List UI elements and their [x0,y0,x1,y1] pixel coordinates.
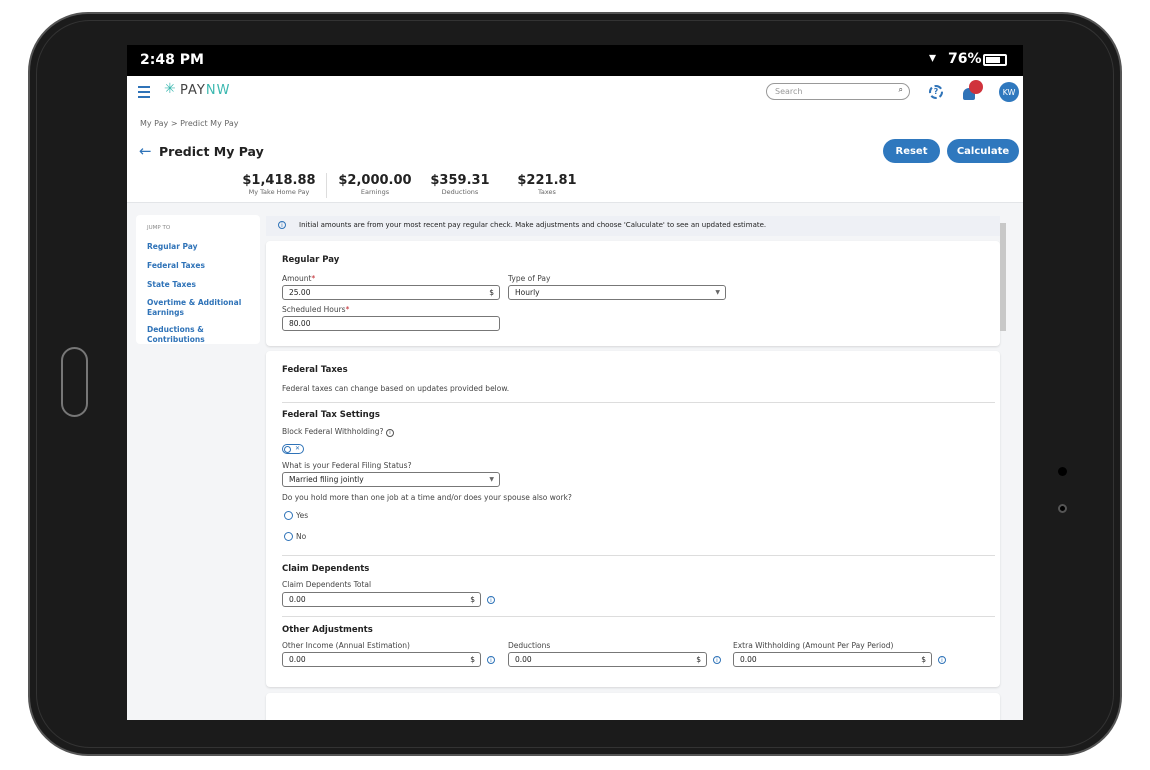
sidebar-item-regular-pay[interactable]: Regular Pay [147,242,198,251]
next-section-card [266,693,1000,720]
extra-withholding-input[interactable]: 0.00 $ [733,652,932,667]
status-bar: 2:48 PM ▾ 76% [127,45,1023,76]
search-input[interactable]: Search ⌕ [766,83,910,100]
jump-to-sidebar: JUMP TO Regular Pay Federal Taxes State … [136,215,260,344]
hours-label: Scheduled Hours* [282,305,350,314]
yes-radio[interactable] [284,511,293,520]
search-icon: ⌕ [898,85,903,94]
clock: 2:48 PM [140,52,204,68]
info-icon[interactable]: i [487,656,495,664]
federal-taxes-card: Federal Taxes Federal taxes can change b… [266,351,1000,687]
notification-badge [969,80,983,94]
logo-icon: ✳ [164,81,176,97]
home-button[interactable] [61,347,88,417]
breadcrumb[interactable]: My Pay > Predict My Pay [140,119,239,128]
scheduled-hours-input[interactable]: 80.00 [282,316,500,331]
summary-take-home: $1,418.88 My Take Home Pay [242,173,316,196]
logo[interactable]: PAYNW [180,83,231,98]
summary-deductions: $359.31 Deductions [430,173,490,196]
chevron-down-icon: ▼ [489,476,494,483]
filing-status-select[interactable]: Married filing jointly ▼ [282,472,500,487]
info-icon: i [278,221,286,229]
summary-taxes: $221.81 Taxes [517,173,577,196]
block-withholding-toggle[interactable]: ✕ [282,444,304,454]
section-title: Regular Pay [282,255,340,265]
hamburger-menu-icon[interactable] [138,86,150,98]
sidebar-item-overtime[interactable]: Overtime & Additional Earnings [147,298,242,317]
calculate-button[interactable]: Calculate [947,139,1019,163]
section-subtitle: Federal Tax Settings [282,410,380,420]
page-title: Predict My Pay [159,144,264,159]
app-header: ✳ PAYNW Search ⌕ ? KW My Pay > Predict My… [127,76,1023,203]
regular-pay-card: Regular Pay Amount* 25.00 $ Type of Pay H… [266,241,1000,346]
sidebar-title: JUMP TO [147,225,171,231]
summary-earnings: $2,000.00 Earnings [338,173,412,196]
battery-percent: 76% [948,51,982,67]
sidebar-item-federal-taxes[interactable]: Federal Taxes [147,261,205,270]
amount-label: Amount* [282,274,316,283]
wifi-icon: ▾ [929,50,937,66]
section-title: Federal Taxes [282,365,348,375]
block-withholding-label: Block Federal Withholding? i [282,427,394,437]
back-arrow-icon[interactable]: ← [139,142,152,160]
summary-divider [326,173,327,198]
battery-icon [983,54,1007,66]
info-notice: i Initial amounts are from your most rec… [266,216,1000,236]
other-income-input[interactable]: 0.00 $ [282,652,481,667]
divider [282,616,995,617]
deductions-input[interactable]: 0.00 $ [508,652,707,667]
chevron-down-icon: ▼ [715,289,720,296]
no-radio[interactable] [284,532,293,541]
scrollbar-thumb[interactable] [1000,223,1006,331]
section-subtitle: Claim Dependents [282,564,370,574]
sensor-dot [1058,504,1067,513]
info-icon[interactable]: i [713,656,721,664]
section-subtitle: Other Adjustments [282,625,373,635]
dependents-input[interactable]: 0.00 $ [282,592,481,607]
type-of-pay-select[interactable]: Hourly ▼ [508,285,726,300]
type-of-pay-label: Type of Pay [508,274,551,283]
amount-input[interactable]: 25.00 $ [282,285,500,300]
divider [282,555,995,556]
info-icon[interactable]: i [938,656,946,664]
avatar[interactable]: KW [999,82,1019,102]
sidebar-item-deductions[interactable]: Deductions & Contributions [147,325,205,344]
screen: 2:48 PM ▾ 76% ✳ PAYNW Search ⌕ ? KW My Pa… [127,45,1023,720]
camera-dot [1058,467,1067,476]
sidebar-item-state-taxes[interactable]: State Taxes [147,280,196,289]
info-icon[interactable]: i [487,596,495,604]
help-icon[interactable]: ? [929,85,943,99]
reset-button[interactable]: Reset [883,139,940,163]
divider [282,402,995,403]
